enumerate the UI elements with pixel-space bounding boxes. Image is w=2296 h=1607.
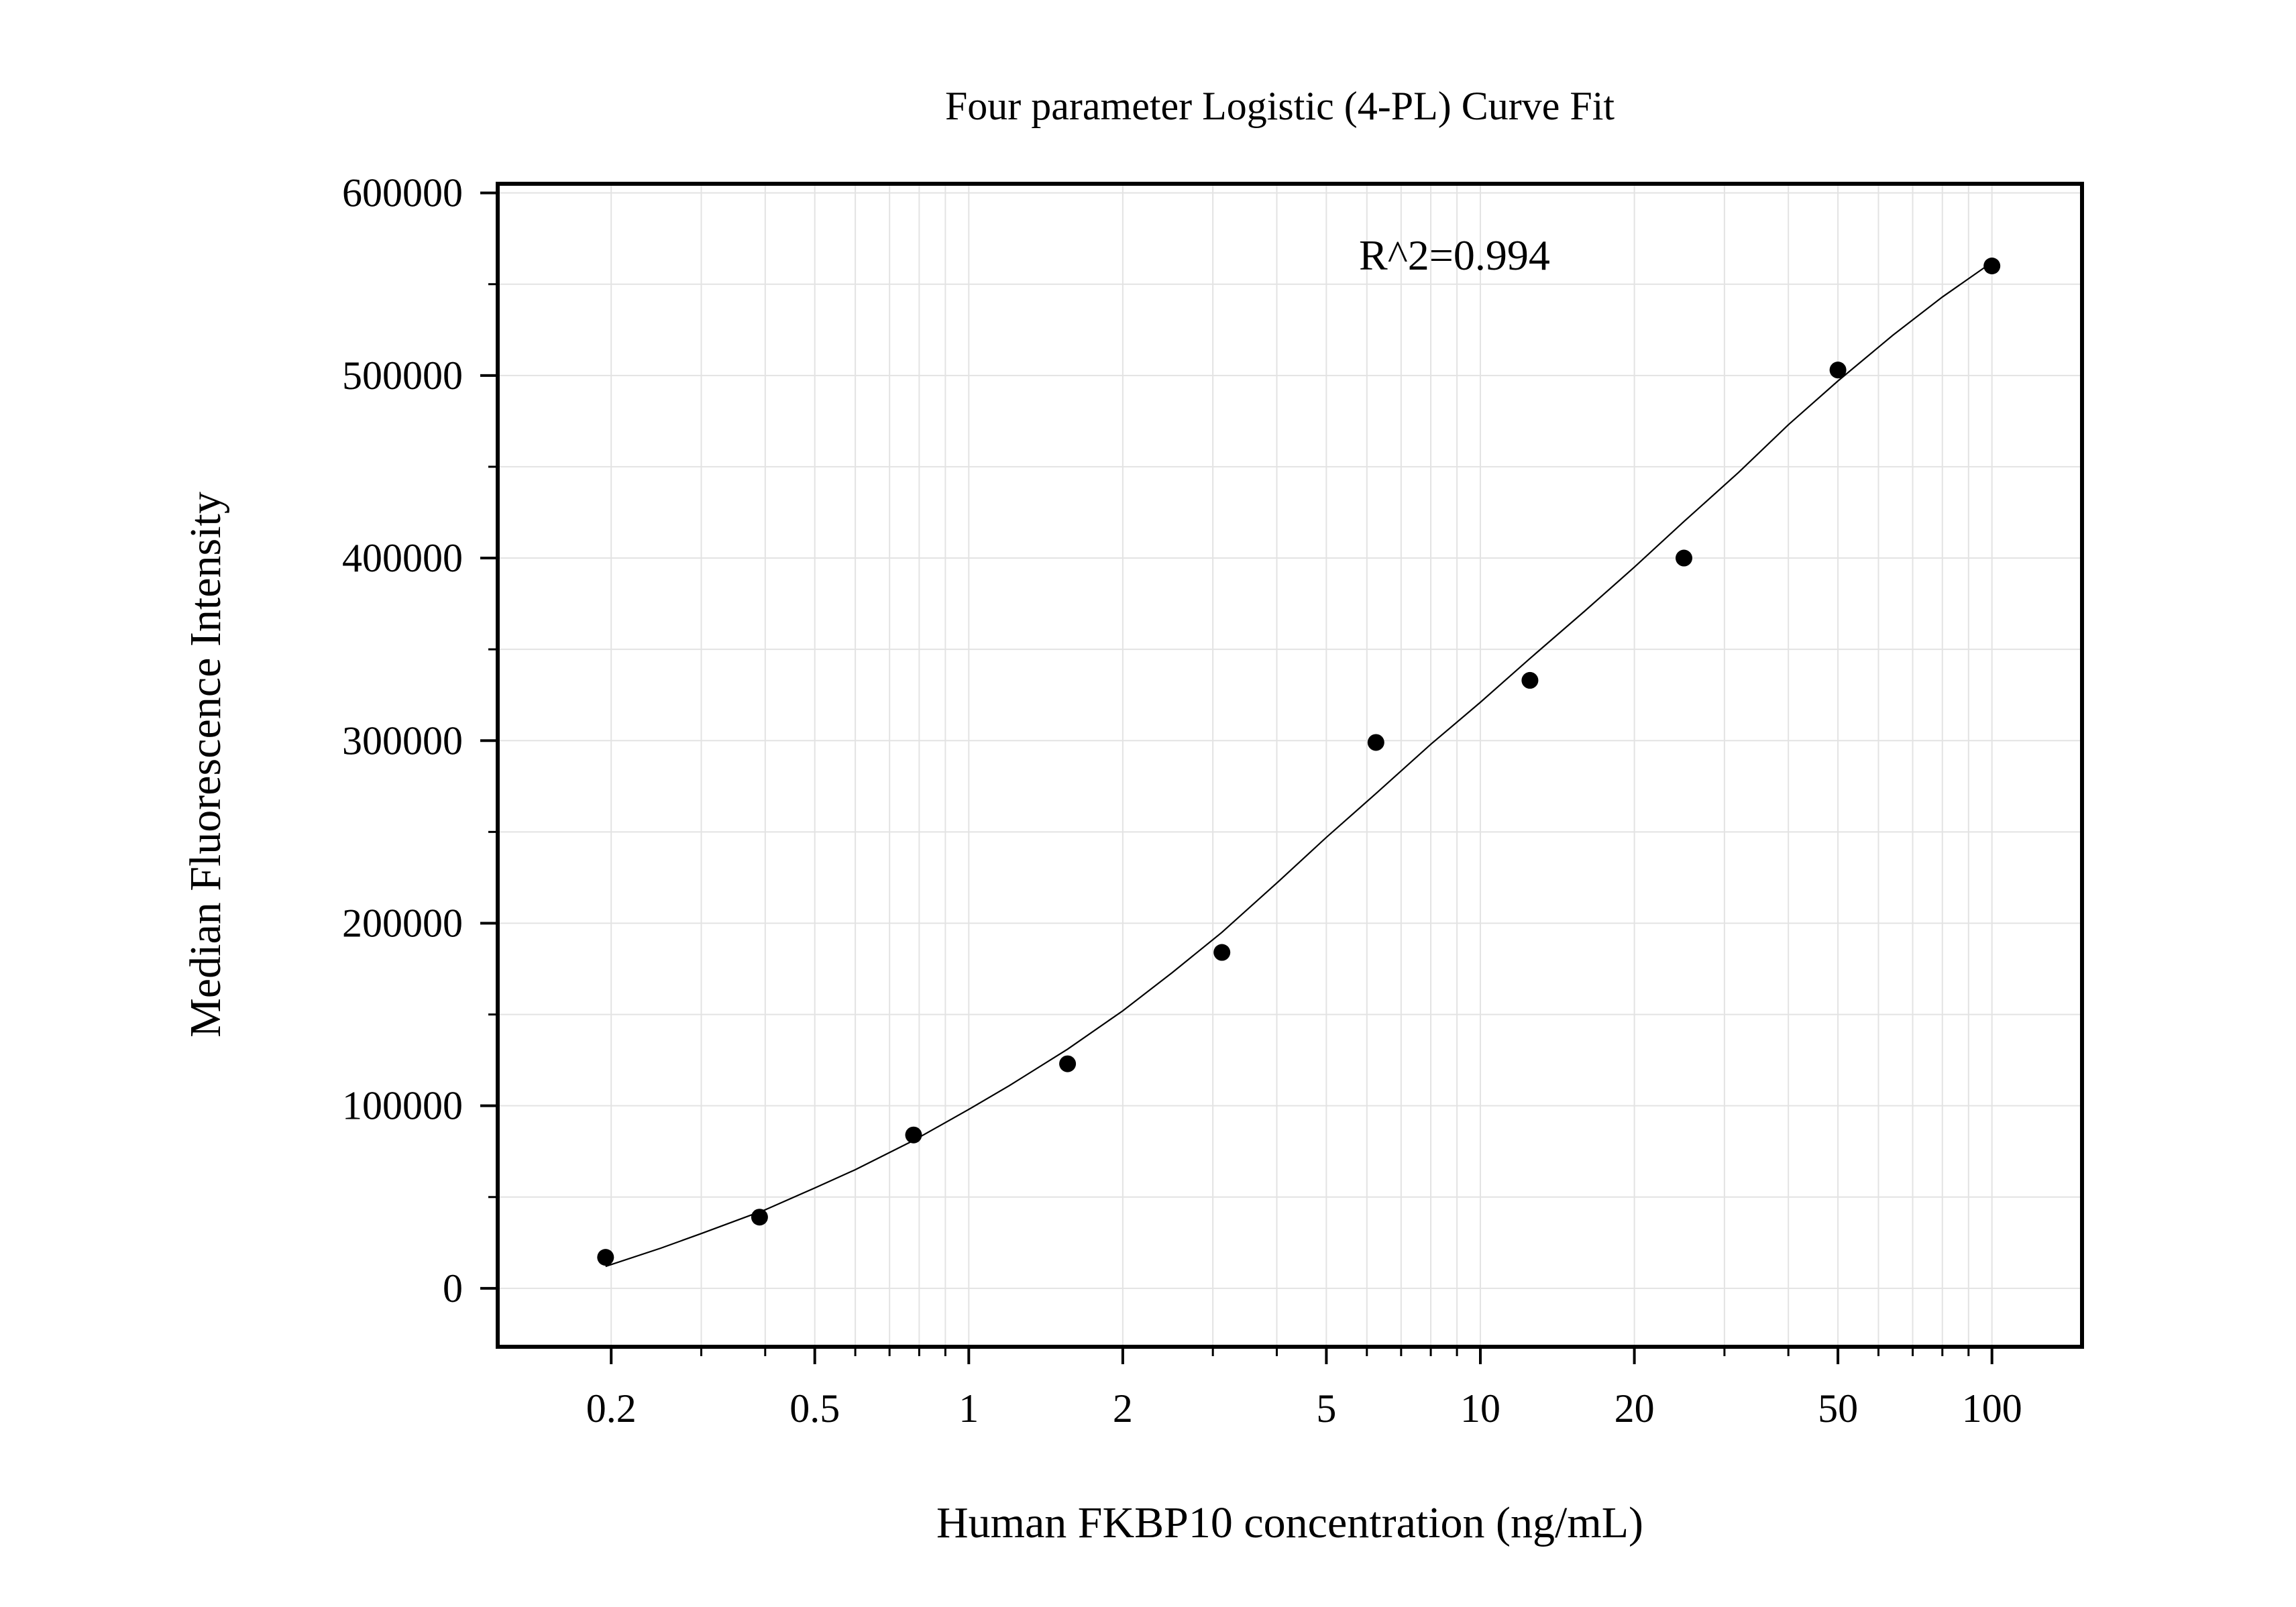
- data-point: [1829, 362, 1847, 379]
- y-tick-label: 100000: [342, 1084, 463, 1128]
- data-point: [751, 1209, 768, 1226]
- labels: Four parameter Logistic (4-PL) Curve Fit…: [181, 84, 1643, 1547]
- series: [597, 257, 2001, 1268]
- data-point: [1676, 549, 1693, 567]
- x-tick-label: 0.5: [789, 1386, 840, 1431]
- x-tick-label: 20: [1615, 1386, 1655, 1431]
- fit-curve-line: [605, 262, 1993, 1268]
- y-axis-label: Median Fluorescence Intensity: [181, 492, 230, 1038]
- y-tick-label: 400000: [342, 536, 463, 580]
- x-tick-label: 0.2: [586, 1386, 637, 1431]
- y-tick-label: 600000: [342, 171, 463, 215]
- y-tick-label: 300000: [342, 718, 463, 763]
- grid: [498, 184, 2082, 1347]
- data-point: [905, 1126, 922, 1144]
- y-tick-label: 500000: [342, 353, 463, 398]
- chart-title: Four parameter Logistic (4-PL) Curve Fit: [945, 84, 1615, 128]
- plot-frame: [496, 182, 2084, 1349]
- data-point: [1983, 257, 2001, 274]
- y-tick-label: 200000: [342, 901, 463, 945]
- x-tick-label: 5: [1316, 1386, 1336, 1431]
- y-tick-label: 0: [443, 1266, 463, 1311]
- x-tick-label: 10: [1460, 1386, 1500, 1431]
- x-tick-label: 1: [959, 1386, 979, 1431]
- x-tick-label: 2: [1113, 1386, 1133, 1431]
- data-point: [597, 1249, 614, 1266]
- data-point: [1367, 734, 1384, 751]
- r-squared-annotation: R^2=0.994: [1359, 231, 1550, 279]
- x-axis-label: Human FKBP10 concentration (ng/mL): [936, 1498, 1643, 1547]
- data-point: [1213, 944, 1231, 961]
- data-point: [1059, 1055, 1077, 1072]
- x-tick-label: 100: [1962, 1386, 2022, 1431]
- axes: 0.2 0.5 1 2 5 10 20 50 100 0 100000 200000 300000 400…: [342, 171, 2084, 1431]
- x-tick-label: 50: [1818, 1386, 1858, 1431]
- data-point: [1521, 671, 1539, 689]
